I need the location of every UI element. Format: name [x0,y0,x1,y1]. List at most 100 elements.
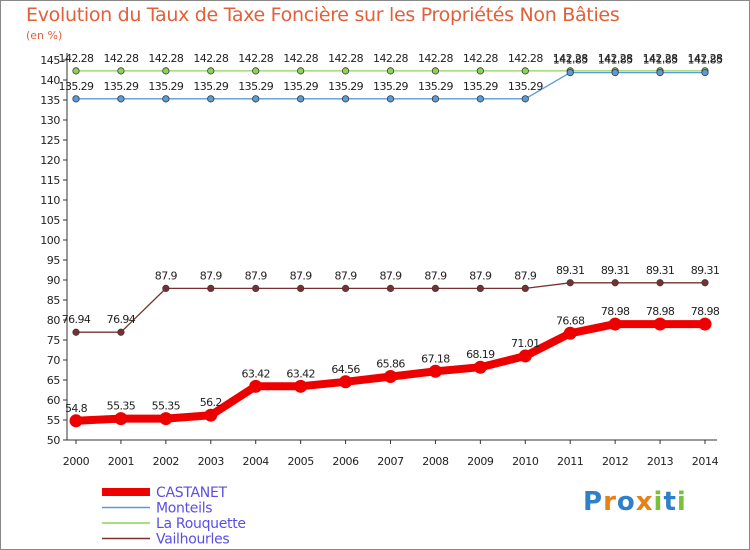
data-label: 135.29 [148,80,183,93]
x-tick-label: 2007 [377,455,404,468]
y-tick-label: 70 [47,354,61,367]
data-label: 141.85 [688,54,723,67]
data-point [117,95,125,103]
data-label: 63.42 [286,367,315,380]
data-point [476,95,484,103]
data-label: 142.28 [238,52,273,65]
data-point [162,284,170,292]
legend-entry: Vailhourles [156,532,229,548]
x-tick-label: 2010 [512,455,539,468]
data-label: 89.31 [601,264,630,277]
data-label: 87.9 [155,269,178,282]
data-point [611,279,619,287]
data-point [72,328,80,336]
y-tick-label: 55 [47,414,61,427]
data-point [476,67,484,75]
data-label: 78.98 [646,305,675,318]
data-point [656,69,664,77]
y-tick-label: 115 [40,174,60,187]
data-point [521,95,529,103]
data-label: 142.28 [598,52,633,65]
data-point [431,67,440,75]
data-point [297,95,305,103]
data-point [341,95,350,103]
data-point [698,317,712,331]
data-label: 142.28 [418,52,453,65]
y-tick-label: 50 [47,434,61,447]
data-point [384,370,397,384]
data-label: 142.28 [688,52,723,65]
data-point [386,95,395,103]
data-point [701,69,709,77]
data-label: 142.28 [643,52,678,65]
data-label: 68.19 [466,348,495,361]
y-tick-label: 130 [40,114,60,127]
data-label: 135.29 [418,80,453,93]
data-point [339,375,353,389]
data-label: 78.98 [691,305,720,318]
data-point [608,317,622,331]
logo-letter: i [676,487,687,517]
x-tick-label: 2014 [692,455,719,468]
proxiti-logo: Proxiti [583,487,687,517]
x-tick-label: 2013 [647,455,674,468]
data-label: 135.29 [193,80,228,93]
y-tick-label: 110 [40,194,60,207]
data-label: 141.85 [643,54,678,67]
x-tick-label: 2000 [63,455,90,468]
data-point [207,95,215,103]
data-point [521,284,529,292]
data-label: 55.35 [152,400,181,413]
y-tick-label: 95 [47,254,61,267]
data-point [431,284,440,292]
data-point [566,279,574,287]
y-tick-label: 120 [40,154,60,167]
data-point [162,67,170,75]
data-label: 56.2 [200,396,222,409]
y-tick-label: 100 [40,234,60,247]
data-label: 142.28 [373,52,408,65]
data-label: 87.9 [379,269,402,282]
logo-letter: o [616,487,636,517]
data-label: 67.18 [421,352,450,365]
data-label: 135.29 [103,80,138,93]
logo-letter: i [653,487,664,517]
series-layer [69,67,712,428]
data-label: 87.9 [245,269,268,282]
data-point [701,279,709,287]
data-point [159,412,173,426]
data-label: 55.35 [107,400,136,413]
logo-letter: t [663,487,677,517]
data-point [341,284,350,292]
data-label: 87.9 [290,269,313,282]
data-point [297,284,305,292]
data-point [386,67,395,75]
data-point [162,95,170,103]
data-point [566,69,574,77]
x-tick-label: 2006 [332,455,359,468]
data-label: 76.94 [62,313,91,326]
data-label: 141.85 [553,54,588,67]
data-point [72,95,80,103]
x-tick-label: 2012 [602,455,628,468]
y-tick-label: 90 [47,274,61,287]
logo-letter: r [603,487,617,517]
data-label: 87.9 [514,269,537,282]
data-point [252,284,260,292]
y-tick-label: 85 [47,294,61,307]
y-tick-label: 140 [40,74,60,87]
data-label: 135.29 [508,80,543,93]
data-point [341,67,350,75]
data-label: 54.8 [65,402,88,415]
y-tick-label: 60 [47,394,61,407]
data-label: 142.28 [193,52,228,65]
data-label: 142.28 [103,52,138,65]
data-point [611,69,619,77]
data-point [72,67,80,75]
data-label: 71.01 [511,337,540,350]
x-tick-label: 2004 [243,455,270,468]
data-label: 89.31 [646,264,675,277]
data-point [114,412,128,426]
